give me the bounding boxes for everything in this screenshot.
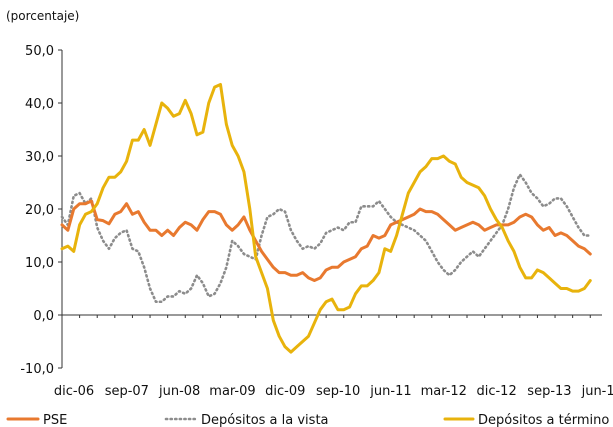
y-tick-label: 20,0 — [25, 203, 54, 218]
x-tick-label: jun-11 — [369, 384, 411, 399]
legend-label-1: Depósitos a la vista — [201, 413, 329, 427]
y-tick-label: 10,0 — [25, 256, 54, 271]
x-tick-label: sep-10 — [316, 384, 360, 399]
x-tick-label: sep-13 — [527, 384, 571, 399]
series-line-2 — [60, 82, 592, 354]
x-tick-label: dic-09 — [265, 384, 305, 399]
x-tick-label: mar-09 — [209, 384, 255, 399]
legend-label-2: Depósitos a término — [478, 413, 609, 427]
series-layer — [60, 82, 592, 354]
unit-label: (porcentaje) — [6, 9, 79, 23]
x-tick-label: dic-06 — [54, 384, 94, 399]
series-line-1 — [60, 173, 592, 304]
legend: PSE Depósitos a la vista Depósitos a térmi… — [6, 413, 609, 427]
x-tick-label: jun-08 — [158, 384, 200, 399]
y-tick-label: 30,0 — [25, 150, 54, 165]
x-tick-label: sep-07 — [105, 384, 149, 399]
x-tick-label: mar-12 — [421, 384, 467, 399]
x-tick-label: jun-14 — [581, 384, 613, 399]
y-tick-label: 50,0 — [25, 44, 54, 59]
axes: -10,0 0,0 10,0 20,0 30,0 40,0 50,0 dic-06 sep-07… — [20, 44, 613, 399]
y-tick-label: 0,0 — [33, 309, 54, 324]
x-tick-label: dic-12 — [476, 384, 516, 399]
y-tick-label: -10,0 — [20, 362, 54, 377]
legend-label-0: PSE — [43, 413, 67, 427]
y-tick-label: 40,0 — [25, 97, 54, 112]
series-line-0 — [60, 199, 592, 283]
